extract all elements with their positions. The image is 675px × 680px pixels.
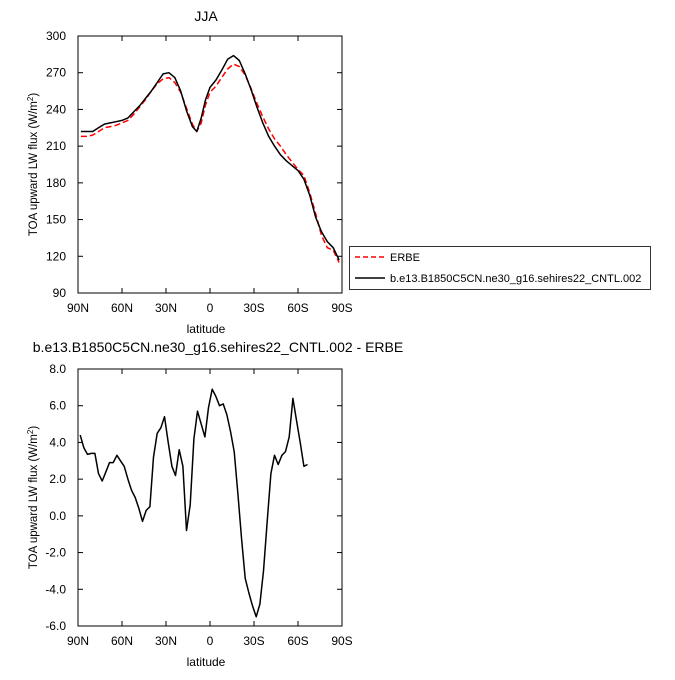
x-tick-label: 60N: [111, 634, 133, 648]
chart-bottom: b.e13.B1850C5CN.ne30_g16.sehires22_CNTL.…: [26, 339, 403, 669]
chart-bottom-y-axis-label-sup: 2: [26, 429, 35, 434]
series-line-0: [80, 63, 340, 263]
chart-top-y-axis-label: TOA upward LW flux (W/m2): [26, 93, 40, 237]
chart-top: JJA 90N 60N 30N 0 30S 60S 90S 90 120 150 180 210 24…: [26, 8, 651, 336]
y-tick-label: 6.0: [49, 399, 66, 413]
chart-bottom-y-ticks: 8.0 6.0 4.0 2.0 0.0 -2.0 -4.0 -6.0: [45, 362, 342, 633]
y-tick-label: -2.0: [45, 546, 66, 560]
x-tick-label: 0: [207, 634, 214, 648]
y-tick-label: 0.0: [49, 509, 66, 523]
x-tick-label: 90N: [67, 301, 89, 315]
legend-box: [349, 246, 651, 290]
x-tick-label: 0: [207, 301, 214, 315]
chart-top-frame: [77, 35, 343, 294]
chart-bottom-plot-area: [79, 388, 308, 618]
y-tick-label: 210: [46, 139, 66, 153]
series-line-0: [79, 388, 308, 618]
x-tick-label: 60N: [111, 301, 133, 315]
chart-top-y-axis-label-close: ): [28, 93, 40, 97]
y-tick-label: -4.0: [45, 582, 66, 596]
chart-top-x-axis-label: latitude: [187, 322, 226, 336]
chart-bottom-y-axis-label-main: TOA upward LW flux (W/m: [28, 434, 40, 569]
legend-model-label: b.e13.B1850C5CN.ne30_g16.sehires22_CNTL.…: [390, 273, 641, 285]
chart-top-plot-area: [80, 54, 340, 263]
y-tick-label: 2.0: [49, 472, 66, 486]
y-tick-label: 4.0: [49, 435, 66, 449]
x-tick-label: 30S: [243, 634, 264, 648]
chart-top-y-axis-label-main: TOA upward LW flux (W/m: [28, 101, 40, 236]
chart-bottom-x-axis-label: latitude: [187, 655, 226, 669]
y-tick-label: 150: [46, 213, 66, 227]
chart-bottom-title: b.e13.B1850C5CN.ne30_g16.sehires22_CNTL.…: [33, 339, 403, 355]
chart-top-legend: ERBE b.e13.B1850C5CN.ne30_g16.sehires22_…: [349, 246, 651, 290]
chart-top-y-axis-label-sup: 2: [26, 96, 35, 101]
x-tick-label: 30N: [155, 634, 177, 648]
x-tick-label: 30N: [155, 301, 177, 315]
y-tick-label: 8.0: [49, 362, 66, 376]
chart-bottom-x-ticks: 90N 60N 30N 0 30S 60S 90S: [67, 369, 353, 648]
y-tick-label: -6.0: [45, 619, 66, 633]
y-tick-label: 90: [53, 286, 67, 300]
chart-bottom-y-axis-label-close: ): [28, 426, 40, 430]
x-tick-label: 90S: [331, 301, 352, 315]
chart-bottom-frame: [77, 368, 343, 627]
series-line-1: [80, 54, 340, 261]
y-tick-label: 120: [46, 249, 66, 263]
y-tick-label: 300: [46, 29, 66, 43]
chart-bottom-y-axis-label: TOA upward LW flux (W/m2): [26, 426, 40, 570]
chart-top-title: JJA: [194, 8, 218, 24]
y-tick-label: 270: [46, 66, 66, 80]
y-tick-label: 180: [46, 176, 66, 190]
x-tick-label: 60S: [287, 301, 308, 315]
chart-top-y-ticks: 90 120 150 180 210 240 270 300: [46, 29, 342, 300]
x-tick-label: 90N: [67, 634, 89, 648]
x-tick-label: 30S: [243, 301, 264, 315]
legend-erbe-label: ERBE: [390, 252, 420, 264]
x-tick-label: 90S: [331, 634, 352, 648]
chart-top-x-ticks: 90N 60N 30N 0 30S 60S 90S: [67, 36, 353, 315]
x-tick-label: 60S: [287, 634, 308, 648]
y-tick-label: 240: [46, 102, 66, 116]
